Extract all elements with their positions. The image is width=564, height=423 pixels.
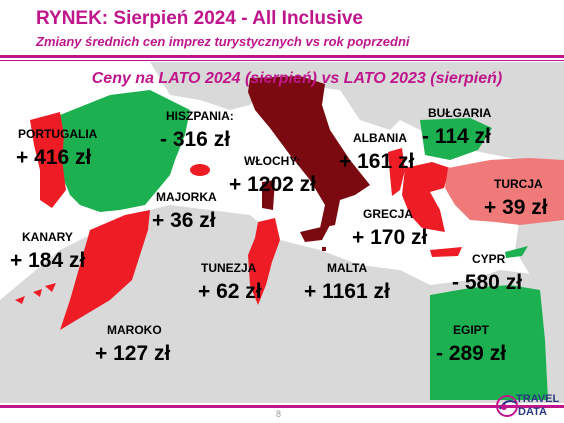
- value-greece: + 170 zł: [352, 226, 428, 249]
- value-egypt: - 289 zł: [436, 342, 507, 365]
- header-divider-thin: [0, 60, 564, 61]
- travel-data-logo: TRAVEL DATA: [494, 391, 562, 421]
- label-cyprus: CYPR: [472, 252, 506, 266]
- logo-text-data: DATA: [518, 406, 547, 418]
- region-canary-3: [45, 283, 56, 292]
- label-majorca: MAJORKA: [156, 190, 217, 204]
- value-malta: + 1161 zł: [304, 280, 390, 303]
- value-bulgaria: - 114 zł: [422, 125, 491, 148]
- mediterranean-map: [0, 62, 564, 403]
- map-title: Ceny na LATO 2024 (sierpień) vs LATO 202…: [91, 70, 503, 87]
- label-albania: ALBANIA: [353, 131, 407, 145]
- region-turkey: [445, 158, 564, 225]
- region-bulgaria: [420, 118, 492, 160]
- label-italy: WŁOCHY:: [244, 154, 301, 168]
- region-albania: [388, 148, 405, 196]
- region-crete: [430, 247, 462, 257]
- region-malta: [322, 247, 326, 251]
- region-egypt: [430, 285, 548, 400]
- region-greece: [402, 162, 450, 232]
- value-turkey: + 39 zł: [484, 196, 548, 219]
- label-malta: MALTA: [327, 261, 368, 275]
- value-majorca: + 36 zł: [152, 209, 216, 232]
- region-portugal: [30, 112, 66, 208]
- value-albania: + 161 zł: [339, 150, 415, 173]
- region-morocco: [60, 210, 150, 330]
- footer-divider: [0, 405, 564, 408]
- page-number: 8: [276, 409, 282, 419]
- value-tunisia: + 62 zł: [198, 280, 262, 303]
- label-portugal: PORTUGALIA: [18, 127, 98, 141]
- globe-icon: [496, 395, 518, 417]
- page-title: RYNEK: Sierpień 2024 - All Inclusive: [36, 8, 363, 29]
- header-divider: [0, 55, 564, 58]
- region-sardinia: [262, 180, 275, 210]
- value-portugal: + 416 zł: [16, 146, 92, 169]
- label-tunisia: TUNEZJA: [201, 261, 257, 275]
- label-egypt: EGIPT: [453, 323, 490, 337]
- page-subtitle: Zmiany średnich cen imprez turystycznych…: [36, 34, 410, 49]
- value-spain: - 316 zł: [160, 128, 231, 151]
- land-middle-east: [515, 210, 564, 280]
- value-canary: + 184 zł: [10, 249, 86, 272]
- region-italy: [248, 76, 370, 228]
- region-tunisia: [248, 218, 280, 305]
- value-italy: + 1202 zł: [229, 173, 316, 196]
- logo-text-travel: TRAVEL: [516, 393, 560, 405]
- region-canary-2: [33, 289, 42, 297]
- label-morocco: MAROKO: [107, 323, 162, 337]
- region-cyprus: [505, 246, 528, 258]
- label-turkey: TURCJA: [494, 177, 543, 191]
- label-greece: GRECJA: [363, 207, 414, 221]
- region-majorca: [190, 164, 210, 176]
- region-canary-1: [15, 296, 25, 304]
- value-cyprus: - 580 zł: [452, 271, 523, 294]
- land-north-africa: [0, 205, 564, 403]
- header: RYNEK: Sierpień 2024 - All Inclusive Zmi…: [0, 0, 564, 62]
- label-spain: HISZPANIA:: [166, 109, 234, 123]
- label-bulgaria: BUŁGARIA: [428, 106, 492, 120]
- value-morocco: + 127 zł: [95, 342, 171, 365]
- region-sicily: [300, 225, 330, 242]
- region-spain: [55, 90, 190, 212]
- label-canary: KANARY: [22, 230, 73, 244]
